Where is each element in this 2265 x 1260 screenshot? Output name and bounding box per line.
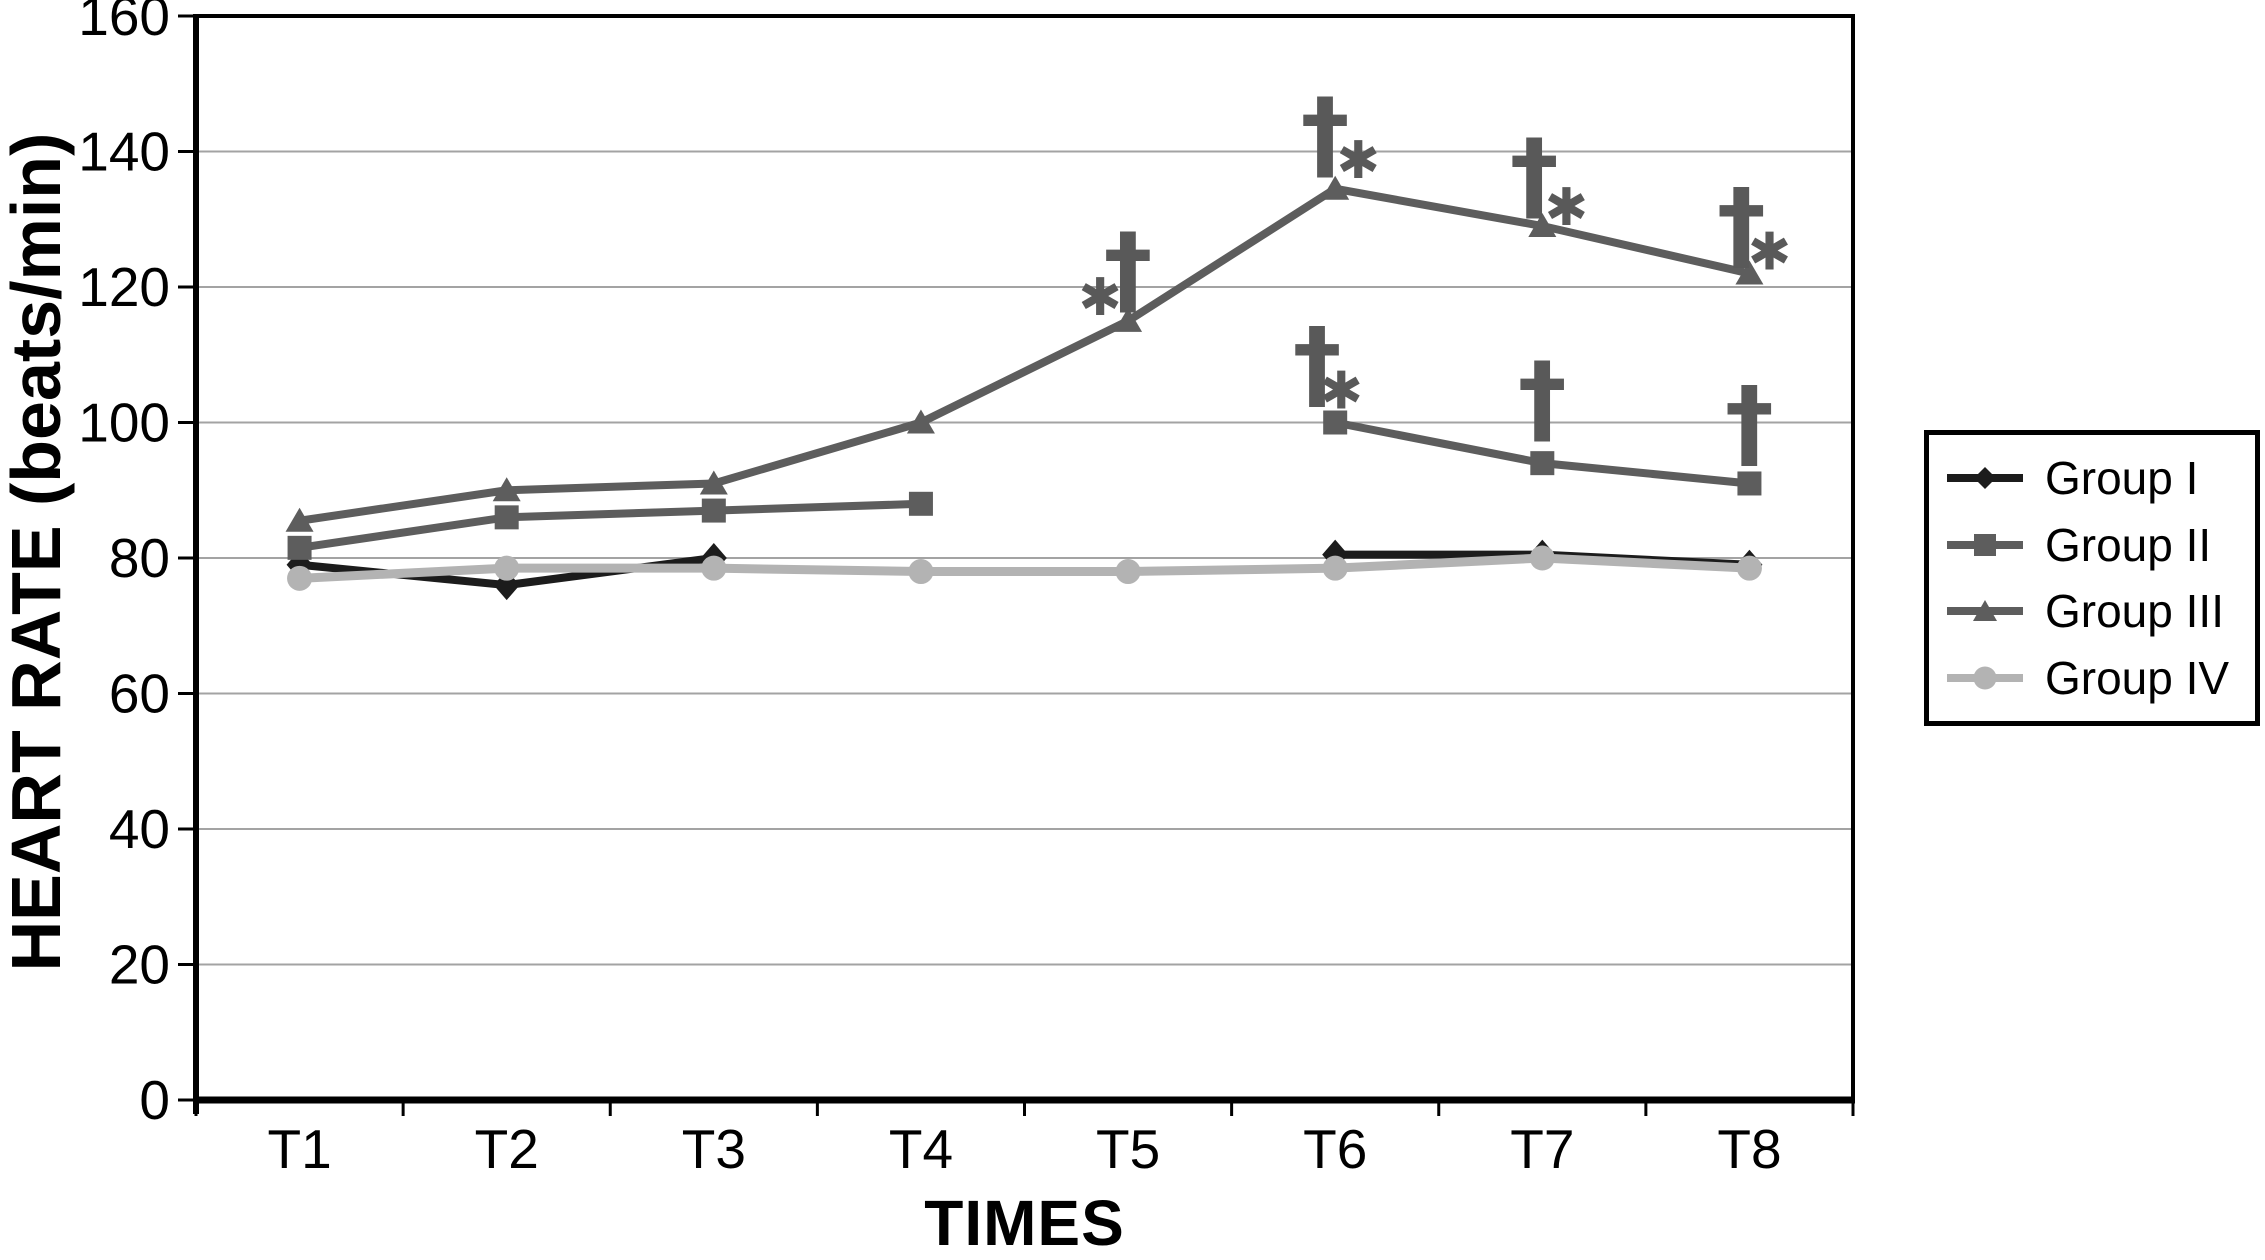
asterisk-annotation: ✱ [1078, 268, 1122, 328]
legend-label: Group I [2045, 452, 2199, 505]
x-tick-label: T6 [1303, 1118, 1367, 1180]
legend-item-group-iv: Group IV [1929, 655, 2255, 701]
dagger-annotation: † [1104, 213, 1153, 327]
y-tick-label: 100 [78, 392, 170, 454]
dagger-annotation: † [1293, 308, 1342, 422]
circle-marker [1322, 555, 1348, 581]
x-tick-label: T4 [889, 1118, 953, 1180]
asterisk-annotation: ✱ [1319, 362, 1363, 422]
y-tick-label: 60 [109, 663, 170, 725]
legend-swatch-circle [1947, 666, 2023, 690]
triangle-marker [492, 477, 521, 502]
asterisk-annotation: ✱ [1336, 131, 1380, 191]
legend: Group I Group II Group III Group IV [1924, 430, 2260, 726]
y-axis-title: HEART RATE (beats/min) [0, 132, 75, 972]
legend-label: Group II [2045, 518, 2212, 571]
square-marker [908, 491, 933, 516]
asterisk-annotation: ✱ [1748, 222, 1792, 282]
triangle-marker [1321, 175, 1350, 200]
square-marker [494, 505, 519, 530]
circle-marker [1529, 545, 1555, 571]
triangle-marker [285, 507, 314, 532]
legend-item-group-iii: Group III [1929, 588, 2255, 634]
x-tick-label: T7 [1510, 1118, 1574, 1180]
triangle-marker [906, 409, 935, 434]
asterisk-annotation: ✱ [1545, 178, 1589, 238]
dagger-annotation: † [1301, 78, 1350, 192]
circle-marker [1736, 555, 1762, 581]
dagger-annotation: † [1717, 168, 1766, 282]
square-marker [1323, 410, 1348, 435]
x-tick-label: T3 [682, 1118, 746, 1180]
circle-marker [494, 555, 520, 581]
x-tick-label: T5 [1096, 1118, 1160, 1180]
legend-label: Group III [2045, 585, 2224, 638]
square-marker [1737, 471, 1762, 496]
circle-marker [701, 555, 727, 581]
triangle-marker [1735, 260, 1764, 285]
y-tick-label: 160 [78, 0, 170, 47]
triangle-marker [1114, 307, 1143, 332]
legend-label: Group IV [2045, 651, 2230, 704]
circle-marker [287, 565, 313, 591]
y-tick-label: 140 [78, 121, 170, 183]
legend-swatch-diamond [1947, 467, 2023, 490]
x-tick-label: T2 [475, 1118, 539, 1180]
x-tick-label: T8 [1717, 1118, 1781, 1180]
y-tick-label: 80 [109, 527, 170, 589]
dagger-annotation: † [1518, 342, 1567, 456]
triangle-marker [699, 470, 728, 495]
y-tick-label: 20 [109, 934, 170, 996]
series-line [298, 184, 1751, 525]
triangle-marker [1528, 213, 1557, 238]
square-marker [287, 535, 312, 560]
legend-swatch-square [1947, 533, 2023, 556]
legend-item-group-ii: Group II [1929, 522, 2255, 568]
legend-swatch-triangle [1947, 600, 2023, 622]
dagger-annotation: † [1725, 366, 1774, 480]
legend-item-group-i: Group I [1929, 455, 2255, 501]
series-line [299, 553, 1750, 583]
x-axis-title: TIMES [924, 1187, 1125, 1259]
x-tick-label: T1 [267, 1118, 331, 1180]
circle-marker [908, 559, 934, 585]
dagger-annotation: † [1510, 119, 1559, 233]
y-tick-label: 40 [109, 798, 170, 860]
square-marker [1530, 451, 1555, 476]
y-tick-label: 0 [139, 1069, 170, 1131]
y-tick-label: 120 [78, 256, 170, 318]
series-line [298, 499, 922, 552]
square-marker [701, 498, 726, 523]
circle-marker [1115, 559, 1141, 585]
